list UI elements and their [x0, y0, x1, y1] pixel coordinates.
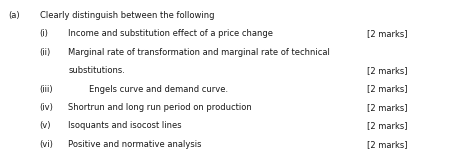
Text: (iii): (iii): [40, 85, 53, 94]
Text: Shortrun and long run period on production: Shortrun and long run period on producti…: [68, 103, 252, 112]
Text: (a): (a): [8, 11, 20, 20]
Text: (i): (i): [40, 29, 49, 38]
Text: (iv): (iv): [40, 103, 54, 112]
Text: substitutions.: substitutions.: [68, 66, 125, 75]
Text: (vi): (vi): [40, 140, 54, 149]
Text: (v): (v): [40, 121, 51, 130]
Text: Isoquants and isocost lines: Isoquants and isocost lines: [68, 121, 182, 130]
Text: (ii): (ii): [40, 48, 51, 57]
Text: [2 marks]: [2 marks]: [367, 103, 407, 112]
Text: [2 marks]: [2 marks]: [367, 66, 407, 75]
Text: [2 marks]: [2 marks]: [367, 140, 407, 149]
Text: Marginal rate of transformation and marginal rate of technical: Marginal rate of transformation and marg…: [68, 48, 330, 57]
Text: Clearly distinguish between the following: Clearly distinguish between the followin…: [40, 11, 214, 20]
Text: [2 marks]: [2 marks]: [367, 121, 407, 130]
Text: [2 marks]: [2 marks]: [367, 85, 407, 94]
Text: Positive and normative analysis: Positive and normative analysis: [68, 140, 202, 149]
Text: [2 marks]: [2 marks]: [367, 29, 407, 38]
Text: Income and substitution effect of a price change: Income and substitution effect of a pric…: [68, 29, 274, 38]
Text: Engels curve and demand curve.: Engels curve and demand curve.: [68, 85, 229, 94]
